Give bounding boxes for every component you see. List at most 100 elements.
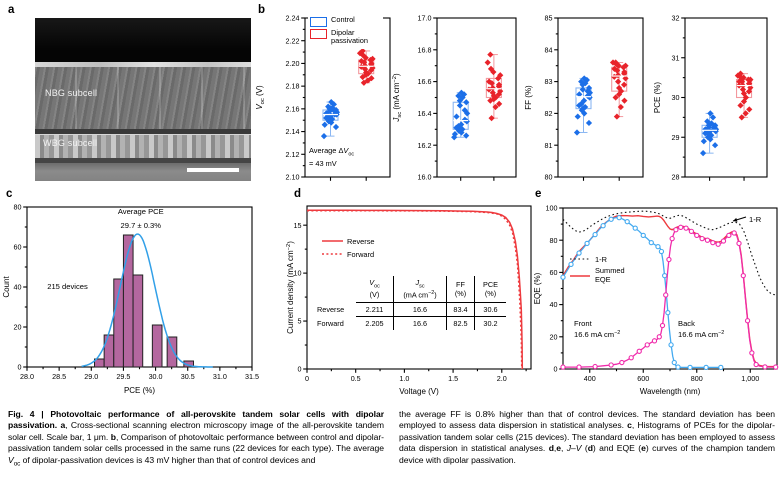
svg-text:80: 80	[14, 203, 22, 212]
svg-text:0.5: 0.5	[351, 374, 361, 383]
svg-text:16.6 mA cm−2: 16.6 mA cm−2	[678, 330, 724, 339]
sem-top-edge	[35, 62, 251, 67]
eqe-series-back-eqe	[560, 224, 779, 370]
svg-text:40: 40	[550, 300, 558, 309]
svg-text:16.8: 16.8	[418, 45, 432, 54]
jv-table-cell: Voc (V)	[356, 276, 393, 303]
svg-text:PCE (%): PCE (%)	[124, 386, 155, 395]
svg-text:80: 80	[550, 236, 558, 245]
sem-substrate	[35, 163, 251, 181]
svg-text:31: 31	[672, 53, 680, 62]
sem-nbg-layer	[35, 67, 251, 129]
svg-text:85: 85	[545, 14, 553, 23]
svg-text:30.5: 30.5	[181, 372, 195, 381]
svg-text:16.2: 16.2	[418, 141, 432, 150]
text-segment: oc	[348, 151, 355, 158]
svg-text:16.6 mA cm−2: 16.6 mA cm−2	[574, 330, 620, 339]
svg-text:2.10: 2.10	[286, 173, 300, 182]
svg-text:Jsc (mA cm−2): Jsc (mA cm−2)	[392, 73, 403, 123]
wbg-subcell-label: WBG subcell	[43, 138, 98, 148]
svg-text:Back: Back	[678, 319, 695, 328]
text-segment: V	[343, 146, 349, 155]
svg-text:2.24: 2.24	[286, 14, 300, 23]
sem-cross-section-image: NBG subcell WBG subcell	[35, 18, 251, 181]
svg-text:0: 0	[554, 365, 558, 374]
svg-text:EQE (%): EQE (%)	[533, 272, 542, 304]
jv-table-cell: 30.2	[474, 316, 506, 330]
svg-text:29.7 ± 0.3%: 29.7 ± 0.3%	[121, 221, 162, 230]
caption-column-2: the average FF is 0.8% higher than that …	[399, 409, 775, 469]
text-segment: c	[627, 420, 632, 431]
svg-text:400: 400	[584, 374, 596, 383]
text-segment: ,	[560, 443, 567, 454]
jv-table-cell: 2.211	[356, 303, 393, 317]
svg-text:2.20: 2.20	[286, 59, 300, 68]
scale-bar	[187, 168, 239, 172]
text-segment: FF	[456, 279, 465, 289]
text-segment: ,	[553, 443, 557, 454]
pce-series-control	[700, 110, 720, 157]
svg-text:Voc (V): Voc (V)	[255, 85, 266, 110]
arrow-annotation	[732, 216, 747, 222]
svg-text:0: 0	[298, 365, 302, 374]
legend-row-control: Control	[310, 15, 381, 27]
legend-row-dipolar: Dipolar passivation	[310, 27, 381, 46]
jv-table-cell: Jsc (mA cm−2)	[393, 276, 446, 303]
svg-text:1-R: 1-R	[595, 255, 607, 264]
svg-text:Voltage (V): Voltage (V)	[399, 387, 439, 396]
svg-text:60: 60	[14, 243, 22, 252]
text-segment: PCE	[482, 279, 498, 289]
chart-jsc: 16.0 16.2 16.4 16.6 16.8 17.0 Jsc (mA cm−2)	[392, 14, 517, 182]
svg-text:29: 29	[672, 133, 680, 142]
text-segment: Fig. 4 | Photovoltaic performance of all…	[8, 409, 384, 431]
svg-text:215 devices: 215 devices	[47, 282, 88, 291]
eqe-series-1-r	[562, 210, 776, 296]
text-segment: )	[434, 290, 437, 300]
text-segment: the average FF is 0.8% higher than that …	[399, 409, 775, 431]
histogram-bars	[94, 234, 195, 368]
panel-a-label: a	[8, 4, 15, 16]
jv-parameters-table: Voc (V) Jsc (mA cm−2) FF (%) PCE (%) Reverse 2.21…	[316, 276, 506, 330]
text-segment: = 43 mV	[309, 158, 337, 168]
svg-text:84: 84	[545, 45, 553, 54]
svg-text:Wavelength (nm): Wavelength (nm)	[640, 387, 701, 396]
text-segment: a	[60, 420, 66, 431]
text-segment: V	[8, 454, 14, 465]
svg-text:EQE: EQE	[595, 275, 611, 284]
delta-voc-annotation: Average ΔVoc = 43 mV	[309, 146, 354, 168]
ff-series-dipolar	[609, 59, 629, 120]
dipolar-legend-label: Dipolar passivation	[331, 27, 368, 46]
voc-series-dipolar	[356, 47, 376, 86]
svg-text:Forward: Forward	[347, 250, 374, 259]
svg-text:30: 30	[672, 93, 680, 102]
svg-text:2.16: 2.16	[286, 104, 300, 113]
chart-eqe: 400 600 800 1,000 0 20 40 60 80 100 Wavelength (nm…	[533, 204, 779, 396]
svg-text:10: 10	[294, 269, 302, 278]
jv-table-cell: 82.5	[446, 316, 474, 330]
svg-text:PCE (%): PCE (%)	[653, 82, 662, 113]
jv-table-cell: 30.6	[474, 302, 506, 317]
text-segment: , Histograms of PCEs for the dipolar-pas…	[399, 420, 775, 454]
ff-axes	[554, 17, 644, 181]
svg-text:2.0: 2.0	[497, 374, 507, 383]
svg-text:30.0: 30.0	[149, 372, 163, 381]
svg-text:81: 81	[545, 141, 553, 150]
annotation-line: = 43 mV	[309, 159, 354, 169]
chart-pce-histogram: 28.0 28.5 29.0 29.5 30.0 30.5 31.0 31.5 0 20 40 60 8…	[2, 203, 259, 395]
svg-text:29.0: 29.0	[84, 372, 98, 381]
svg-text:Front: Front	[574, 319, 593, 328]
panel-c-label: c	[6, 188, 13, 200]
svg-text:15: 15	[294, 221, 302, 230]
eqe-axes	[559, 207, 778, 373]
panel-e-label: e	[535, 188, 542, 200]
jv-table-cell: FF (%)	[446, 276, 474, 303]
panel-d-label: d	[294, 188, 302, 200]
svg-text:2.14: 2.14	[286, 127, 300, 136]
control-swatch-icon	[310, 16, 327, 27]
text-segment: (mA cm	[403, 290, 429, 300]
text-segment: (%)	[484, 288, 497, 298]
chart-jv: 0 0.5 1.0 1.5 2.0 0 5 10 15 Voltage (V) Current de…	[286, 205, 532, 396]
svg-text:28: 28	[672, 173, 680, 182]
svg-text:31.5: 31.5	[245, 372, 259, 381]
